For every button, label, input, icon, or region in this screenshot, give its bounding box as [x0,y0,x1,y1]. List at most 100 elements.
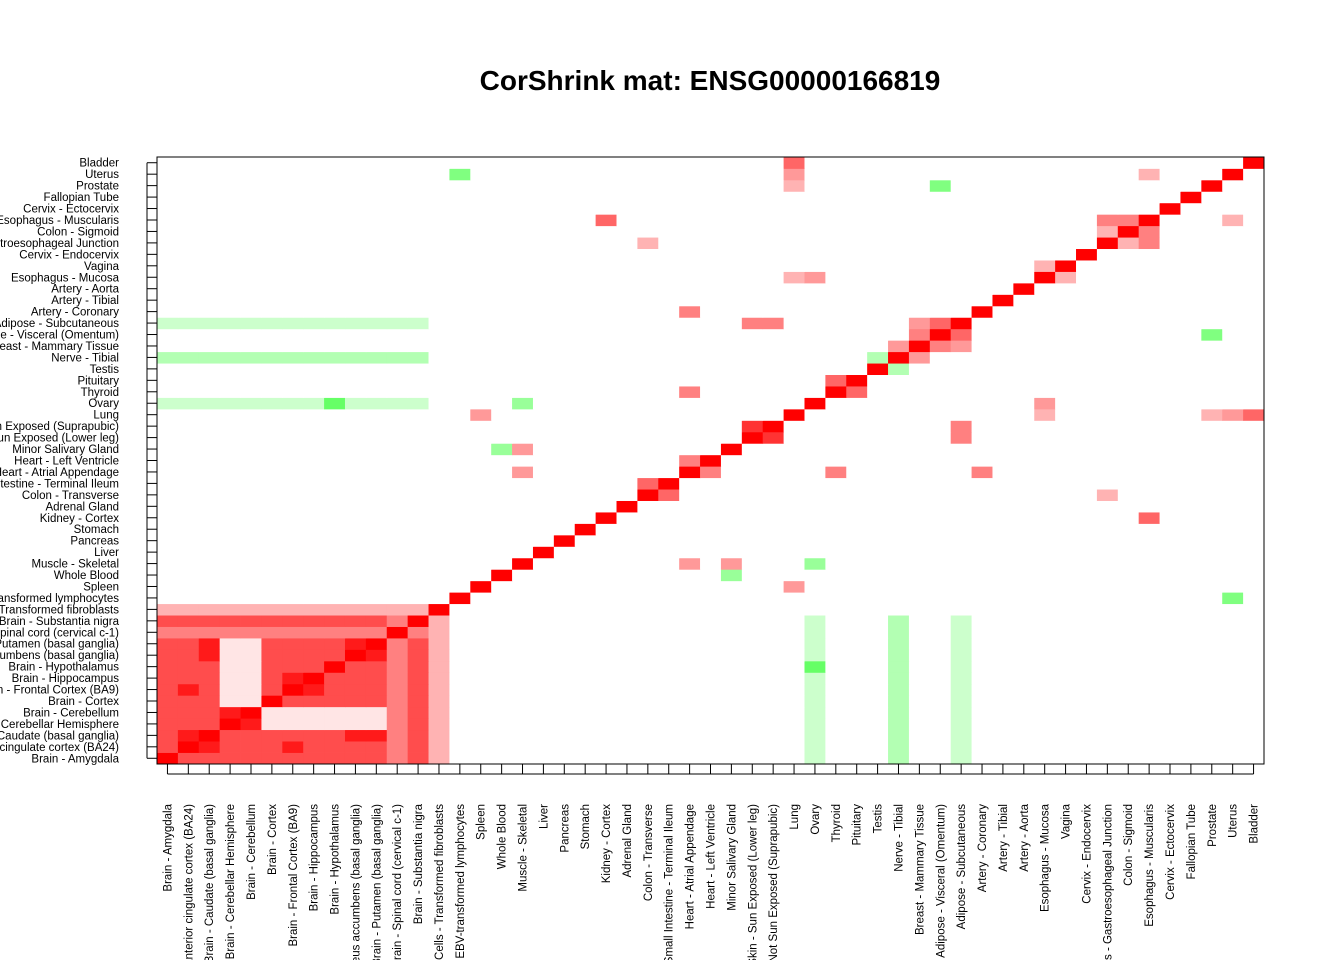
heatmap-cell [365,592,388,605]
heatmap-cell [1243,454,1265,467]
heatmap-cell [428,466,450,479]
heatmap-cell [1180,271,1202,284]
heatmap-cell [679,386,701,398]
heatmap-cell [950,294,972,307]
heatmap-cell [1222,202,1244,215]
heatmap-cell [616,271,638,284]
heatmap-cell [324,729,346,742]
heatmap-cell [846,305,868,318]
heatmap-cell [992,649,1014,662]
heatmap-cell [762,260,785,272]
heatmap-cell [240,408,262,421]
heatmap-cell [1013,500,1035,513]
heatmap-cell [929,420,952,433]
heatmap-cell [888,592,910,605]
heatmap-cell [616,431,638,444]
heatmap-cell [1180,328,1202,341]
heatmap-cell [783,317,805,330]
heatmap-cell [532,592,555,605]
heatmap-cell [1013,477,1035,490]
heatmap-cell [658,500,680,513]
heatmap-cell [720,592,743,605]
heatmap-cell [1013,340,1035,353]
heatmap-cell [971,683,993,696]
heatmap-cell [449,282,471,295]
heatmap-cell [449,615,471,627]
heatmap-cell [157,340,179,353]
heatmap-cell [929,523,952,536]
heatmap-cell [762,363,785,376]
heatmap-cell [1055,202,1077,215]
heatmap-cell [679,557,701,570]
heatmap-cell [700,328,722,341]
heatmap-cell [198,500,221,513]
heatmap-cell [783,695,805,708]
x-tick-label: Kidney - Cortex [601,804,613,884]
heatmap-cell [762,752,785,765]
heatmap-cell [1222,729,1244,742]
heatmap-cell [1117,729,1140,742]
heatmap-cell [198,305,221,318]
heatmap-cell [574,305,597,318]
heatmap-cell [825,741,847,753]
heatmap-cell [762,512,785,524]
x-tick-label: Skin - Not Sun Exposed (Suprapubic) [768,804,780,960]
heatmap-cell [846,397,868,410]
heatmap-cell [449,443,471,456]
heatmap-cell [867,157,889,169]
heatmap-cell [762,386,785,398]
heatmap-cell [177,168,200,181]
heatmap-cell [1222,340,1244,353]
heatmap-cell [344,512,367,524]
heatmap-cell [720,741,743,753]
heatmap-cell [324,649,346,662]
heatmap-cell [407,500,429,513]
heatmap-cell [261,191,283,204]
heatmap-cell [491,328,513,341]
heatmap-cell [679,489,701,501]
heatmap-cell [407,363,429,376]
heatmap-cell [929,466,952,479]
heatmap-cell [282,695,304,708]
heatmap-cell [1138,374,1160,387]
heatmap-cell [386,363,409,376]
heatmap-cell [282,431,304,444]
heatmap-cell [700,546,722,559]
heatmap-cell [1013,317,1035,330]
x-tick-label: Artery - Aorta [1019,803,1031,871]
heatmap-cell [846,420,868,433]
heatmap-cell [846,626,868,639]
heatmap-cell [1055,386,1077,398]
heatmap-cell [679,202,701,215]
heatmap-cell [407,534,429,547]
heatmap-cell [1034,706,1056,719]
heatmap-cell [449,420,471,433]
heatmap-cell [1055,546,1077,559]
y-tick-label: Brain - Substantia nigra [0,616,120,628]
heatmap-cell [637,512,659,524]
heatmap-cell [1013,729,1035,742]
heatmap-cell [741,741,764,753]
heatmap-cell [637,397,659,410]
heatmap-cell [553,741,576,753]
heatmap-cell [1201,168,1223,181]
heatmap-cell [303,214,325,227]
heatmap-cell [1180,363,1202,376]
heatmap-cell [1138,523,1160,536]
heatmap-cell [365,741,388,753]
heatmap-cell [992,695,1014,708]
heatmap-cell [700,317,722,330]
heatmap-cell [553,214,576,227]
heatmap-cell [386,683,409,696]
heatmap-cell [177,626,200,639]
heatmap-cell [177,305,200,318]
heatmap-cell [365,660,388,673]
heatmap-cell [386,672,409,685]
heatmap-cell [867,477,889,490]
heatmap-cell [741,305,764,318]
heatmap-cell [616,638,638,650]
heatmap-cell [1013,202,1035,215]
heatmap-cell [1243,363,1265,376]
heatmap-cell [929,294,952,307]
heatmap-cell [261,317,283,330]
